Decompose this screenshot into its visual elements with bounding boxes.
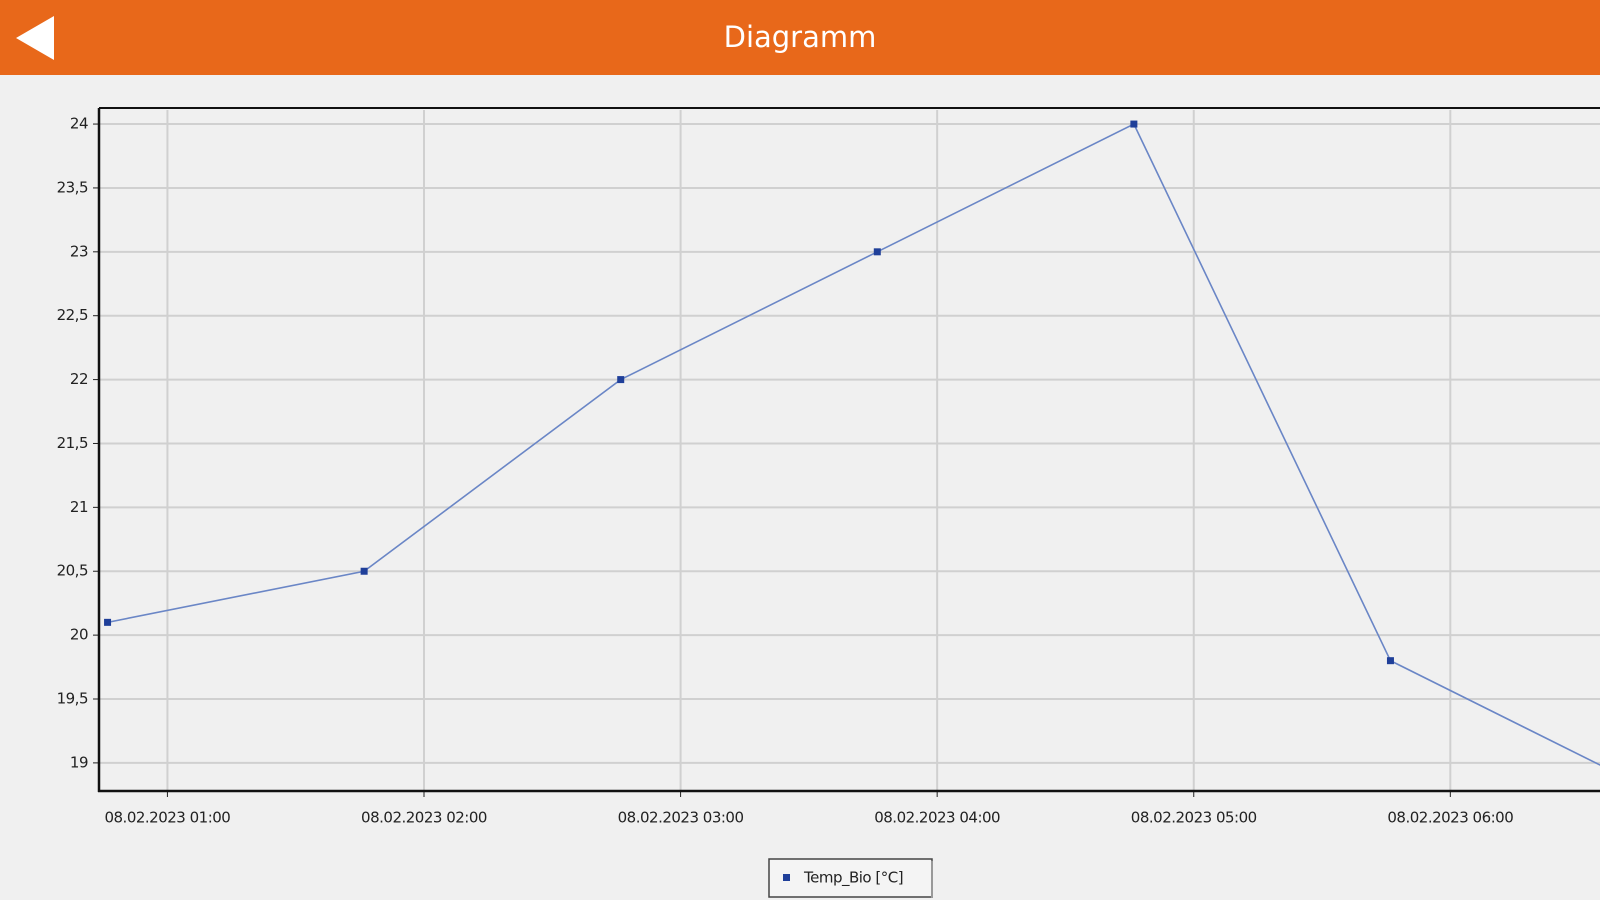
data-point bbox=[104, 618, 112, 626]
y-tick-label: 22 bbox=[70, 370, 88, 388]
x-tick-label: 08.02.2023 03:00 bbox=[618, 809, 744, 827]
y-tick-label: 24 bbox=[70, 115, 88, 133]
legend-box bbox=[768, 858, 933, 898]
y-tick-label: 21 bbox=[70, 498, 88, 516]
plot-area bbox=[104, 120, 1600, 766]
y-tick-label: 19,5 bbox=[57, 690, 88, 708]
chart: 19 19,5 20 20,5 21 21,5 22 22,5 23 23,5 24 08.02.20… bbox=[57, 107, 1600, 898]
x-tick-label: 08.02.2023 01:00 bbox=[104, 809, 230, 827]
header-title: Diagramm bbox=[723, 20, 877, 54]
y-tick-label: 20,5 bbox=[57, 562, 88, 580]
legend-label: Temp_Bio [°C] bbox=[803, 869, 903, 888]
legend: Temp_Bio [°C] bbox=[768, 858, 933, 898]
y-tick-label: 23,5 bbox=[57, 178, 88, 196]
back-button[interactable] bbox=[14, 14, 60, 62]
data-point bbox=[360, 567, 368, 575]
x-tick-label: 08.02.2023 05:00 bbox=[1131, 809, 1257, 827]
legend-marker bbox=[783, 874, 790, 881]
data-point bbox=[617, 376, 625, 384]
y-tick-label: 23 bbox=[70, 242, 88, 260]
data-point bbox=[873, 248, 881, 256]
y-tick-label: 21,5 bbox=[57, 434, 88, 452]
data-point bbox=[1130, 120, 1138, 128]
data-line bbox=[107, 122, 1600, 766]
x-tick-label: 08.02.2023 04:00 bbox=[874, 809, 1000, 827]
y-tick-label: 22,5 bbox=[57, 306, 88, 324]
data-point bbox=[1386, 657, 1394, 665]
header-bar: Diagramm bbox=[0, 0, 1600, 75]
y-tick-label: 19 bbox=[70, 753, 88, 771]
x-tick-label: 08.02.2023 06:00 bbox=[1387, 809, 1513, 827]
x-tick-label: 08.02.2023 02:00 bbox=[361, 809, 487, 827]
y-tick-label: 20 bbox=[70, 626, 88, 644]
